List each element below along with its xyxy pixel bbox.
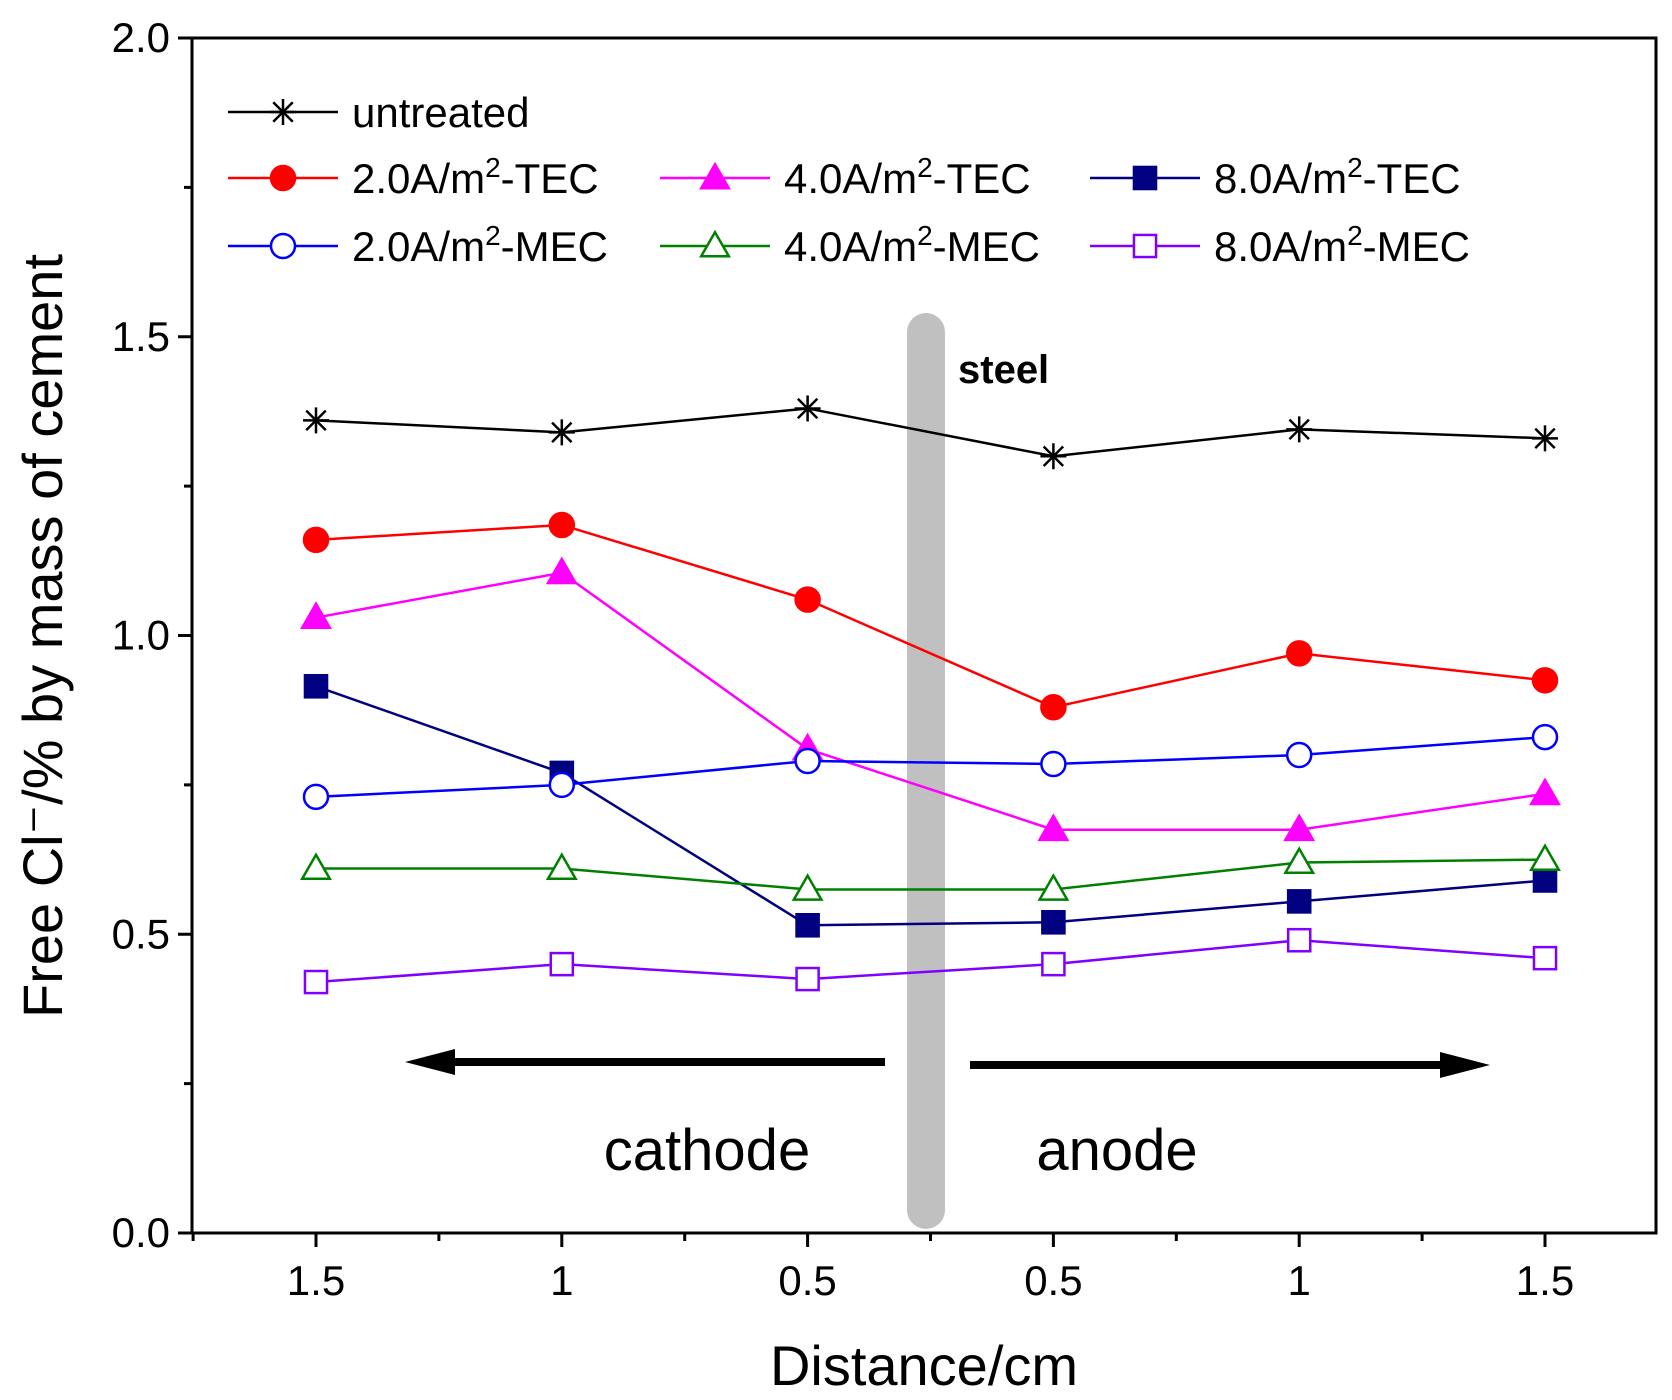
legend-marker <box>270 99 296 125</box>
series-6 <box>303 927 1558 995</box>
data-point <box>548 771 576 799</box>
legend-label: 2.0A/m2-TEC <box>352 152 599 202</box>
series-line <box>315 735 1546 799</box>
data-point <box>302 783 330 811</box>
cathode-arrowhead <box>405 1049 455 1075</box>
data-point <box>1037 873 1070 901</box>
data-point <box>795 912 820 938</box>
data-point <box>1531 723 1559 751</box>
legend-label: 2.0A/m2-MEC <box>352 220 608 270</box>
data-point <box>1532 425 1558 452</box>
series-2 <box>300 556 1561 842</box>
data-point <box>548 511 576 539</box>
series-line <box>315 407 1546 458</box>
data-point <box>794 395 821 422</box>
data-point <box>302 526 330 554</box>
legend-entry: 2.0A/m2-MEC <box>228 220 608 270</box>
cathode-label: cathode <box>604 1118 810 1183</box>
data-point <box>1037 813 1070 842</box>
data-point <box>794 747 821 775</box>
x-tick-label: 1 <box>550 1257 573 1304</box>
data-point <box>1040 443 1067 470</box>
data-point <box>1531 667 1559 694</box>
series-line <box>315 938 1546 984</box>
data-point <box>548 419 575 446</box>
data-series <box>300 395 1561 995</box>
data-point <box>1041 951 1066 977</box>
data-point <box>545 556 578 585</box>
legend-entry: 8.0A/m2-MEC <box>1090 220 1470 270</box>
anode-arrowhead <box>1440 1052 1490 1078</box>
x-tick-label: 0.5 <box>778 1257 836 1304</box>
legend-label: 4.0A/m2-TEC <box>784 152 1031 202</box>
series-5 <box>300 843 1561 901</box>
data-point <box>791 873 824 901</box>
data-point <box>300 601 332 630</box>
y-tick-label: 1.5 <box>112 313 170 360</box>
data-point <box>1286 416 1313 443</box>
x-tick-label: 1.5 <box>1516 1257 1574 1304</box>
legend-marker <box>269 232 297 260</box>
legend-marker <box>699 229 731 258</box>
y-tick-label: 0.0 <box>112 1209 170 1256</box>
anode-label: anode <box>1036 1118 1197 1183</box>
data-point <box>1283 813 1316 842</box>
axis-ticks: 0.0 0.5 1.0 1.5 2.0 1.5 1 0.5 0.5 1 1.5 <box>112 14 1575 1304</box>
data-point <box>549 951 575 977</box>
legend-marker <box>269 164 297 192</box>
legend: untreated 2.0A/m2-TEC 4.0A/m2-TEC 8.0A/m2-T… <box>228 89 1470 270</box>
data-point <box>1040 750 1067 778</box>
data-point <box>1285 640 1313 667</box>
data-point <box>303 407 329 434</box>
steel-label: steel <box>958 348 1049 392</box>
y-tick-label: 2.0 <box>112 14 170 61</box>
data-point <box>1286 889 1312 914</box>
legend-entry: 8.0A/m2-TEC <box>1090 152 1461 202</box>
y-tick-label: 1.0 <box>112 612 170 659</box>
data-point <box>1283 846 1316 874</box>
series-1 <box>302 511 1559 721</box>
data-point <box>795 966 820 992</box>
legend-marker <box>1132 165 1158 191</box>
data-point <box>545 852 578 880</box>
x-tick-label: 1.5 <box>287 1257 345 1304</box>
legend-entry: 4.0A/m2-MEC <box>660 220 1040 270</box>
data-point <box>1529 843 1561 872</box>
data-point <box>1532 945 1558 971</box>
data-point <box>1532 868 1558 893</box>
data-point <box>1529 777 1561 806</box>
legend-marker <box>699 161 731 190</box>
series-line <box>315 571 1546 831</box>
legend-marker <box>1132 233 1158 259</box>
legend-entry: 2.0A/m2-TEC <box>228 152 599 202</box>
data-point <box>1286 927 1312 953</box>
legend-label: 8.0A/m2-MEC <box>1214 220 1470 270</box>
legend-label: untreated <box>352 89 529 136</box>
legend-entry: untreated <box>228 89 529 136</box>
data-point <box>300 852 332 880</box>
x-tick-label: 1 <box>1288 1257 1311 1304</box>
series-line <box>315 685 1546 927</box>
data-point <box>303 969 329 995</box>
x-axis-title: Distance/cm <box>770 1334 1078 1397</box>
legend-label: 8.0A/m2-TEC <box>1214 152 1461 202</box>
data-point <box>1041 910 1066 935</box>
series-0 <box>303 395 1558 470</box>
legend-entry: 4.0A/m2-TEC <box>660 152 1031 202</box>
y-tick-label: 0.5 <box>112 910 170 957</box>
data-point <box>303 673 329 699</box>
x-tick-label: 0.5 <box>1024 1257 1082 1304</box>
series-4 <box>302 723 1559 811</box>
data-point <box>794 586 821 613</box>
series-line <box>316 858 1546 891</box>
legend-label: 4.0A/m2-MEC <box>784 220 1040 270</box>
data-point <box>1040 693 1067 721</box>
data-point <box>1285 741 1313 769</box>
series-line <box>315 523 1546 709</box>
y-axis-title: Free Cl⁻/% by mass of cement <box>11 254 74 1018</box>
